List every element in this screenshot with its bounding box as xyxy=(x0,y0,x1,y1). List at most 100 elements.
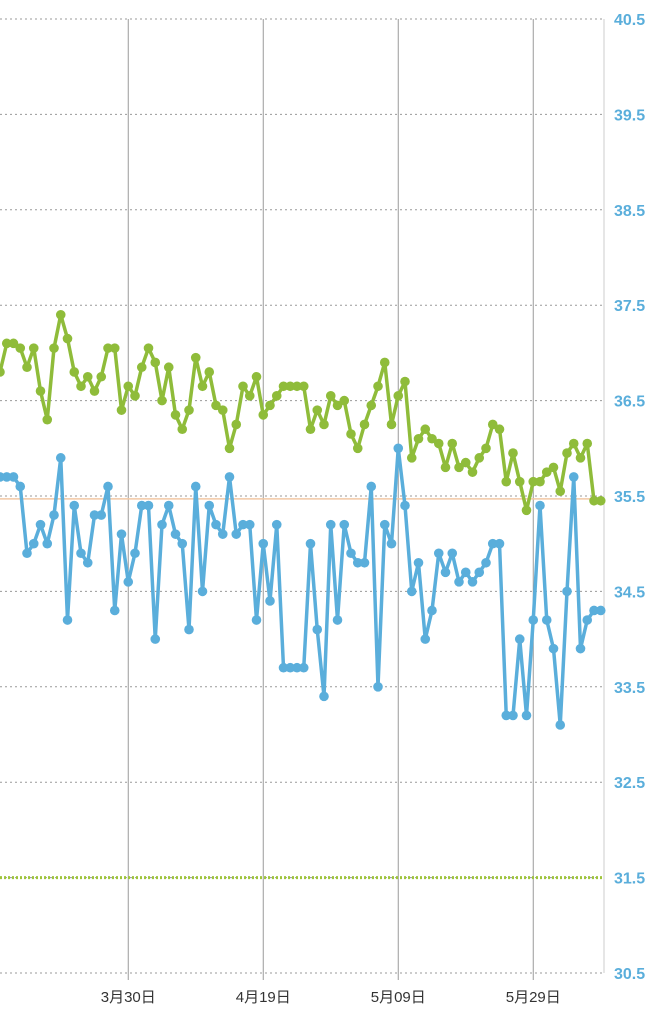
data-point xyxy=(582,438,593,449)
data-point xyxy=(136,500,147,511)
data-point xyxy=(298,662,309,673)
data-point xyxy=(319,691,329,702)
data-point xyxy=(55,309,66,320)
data-point xyxy=(251,615,262,625)
data-point xyxy=(474,453,485,463)
data-point xyxy=(238,519,248,530)
y-tick-label: 38.5 xyxy=(614,203,645,220)
data-point xyxy=(562,586,572,597)
data-point xyxy=(224,472,235,482)
data-point xyxy=(319,419,329,430)
data-point xyxy=(1,472,12,482)
data-point xyxy=(96,371,107,382)
data-point xyxy=(28,343,39,353)
data-point xyxy=(109,605,120,616)
data-point xyxy=(359,419,370,430)
data-point xyxy=(123,577,134,587)
data-point xyxy=(568,438,579,449)
data-point xyxy=(96,510,107,520)
data-point xyxy=(406,453,417,463)
reference-lines xyxy=(0,498,604,880)
data-point xyxy=(177,424,188,435)
x-tick-label: 5月29日 xyxy=(506,989,561,1006)
data-point xyxy=(373,381,383,392)
data-point xyxy=(35,386,46,396)
data-point xyxy=(204,367,215,377)
data-point xyxy=(312,405,323,415)
data-point xyxy=(575,453,586,463)
data-point xyxy=(521,710,532,721)
data-point xyxy=(359,557,370,568)
data-point xyxy=(548,462,559,473)
data-point xyxy=(508,710,518,721)
data-point xyxy=(548,643,559,654)
data-point xyxy=(265,400,275,411)
data-point xyxy=(528,615,539,625)
data-point xyxy=(501,710,512,721)
data-point xyxy=(454,462,464,473)
data-point xyxy=(447,548,458,559)
data-point xyxy=(103,343,113,353)
data-point xyxy=(55,453,66,463)
x-axis-labels: 3月30日 4月19日 5月09日 5月29日 xyxy=(101,989,561,1006)
data-point xyxy=(116,529,127,539)
data-point xyxy=(433,548,444,559)
data-point xyxy=(508,448,518,458)
data-point xyxy=(130,548,140,559)
y-tick-label: 39.5 xyxy=(614,107,645,124)
x-tick-label: 5月09日 xyxy=(371,989,426,1006)
data-point xyxy=(541,615,552,625)
data-point xyxy=(15,481,26,492)
data-point xyxy=(116,405,127,415)
data-point xyxy=(325,519,336,530)
data-point xyxy=(467,577,478,587)
data-point xyxy=(595,605,606,616)
data-point xyxy=(28,538,39,549)
y-tick-label: 35.5 xyxy=(614,489,645,506)
data-point xyxy=(22,548,32,559)
data-point xyxy=(366,481,377,492)
data-point xyxy=(204,500,215,511)
data-point xyxy=(346,429,356,439)
data-point xyxy=(568,472,579,482)
data-point xyxy=(352,557,363,568)
data-point xyxy=(1,338,12,349)
data-point xyxy=(440,462,451,473)
data-point xyxy=(190,352,201,363)
data-point xyxy=(535,476,545,487)
x-tick-label: 3月30日 xyxy=(101,989,156,1006)
data-point xyxy=(150,634,161,644)
horizontal-gridlines xyxy=(0,18,604,974)
data-point xyxy=(487,538,498,549)
y-tick-label: 30.5 xyxy=(614,966,645,983)
data-point xyxy=(136,362,147,373)
data-point xyxy=(49,510,59,520)
data-point xyxy=(386,538,397,549)
data-point xyxy=(8,338,19,349)
vertical-gridlines xyxy=(127,19,605,980)
data-point xyxy=(514,634,525,644)
data-point xyxy=(352,443,363,454)
data-point xyxy=(130,391,140,401)
data-point xyxy=(15,343,26,353)
data-point xyxy=(346,548,356,559)
data-point xyxy=(278,381,289,392)
data-point xyxy=(123,381,134,392)
data-point xyxy=(467,467,478,477)
data-point xyxy=(521,505,532,516)
data-point xyxy=(0,367,5,377)
data-point xyxy=(251,371,262,382)
data-point xyxy=(49,343,59,353)
data-point xyxy=(298,381,309,392)
data-point xyxy=(231,529,242,539)
data-point xyxy=(501,476,512,487)
data-point xyxy=(339,395,350,406)
data-point xyxy=(427,605,437,616)
data-point xyxy=(217,405,228,415)
data-point xyxy=(244,519,255,530)
data-point xyxy=(244,391,255,401)
data-point xyxy=(62,333,73,344)
data-point xyxy=(69,367,80,377)
data-point xyxy=(305,424,316,435)
